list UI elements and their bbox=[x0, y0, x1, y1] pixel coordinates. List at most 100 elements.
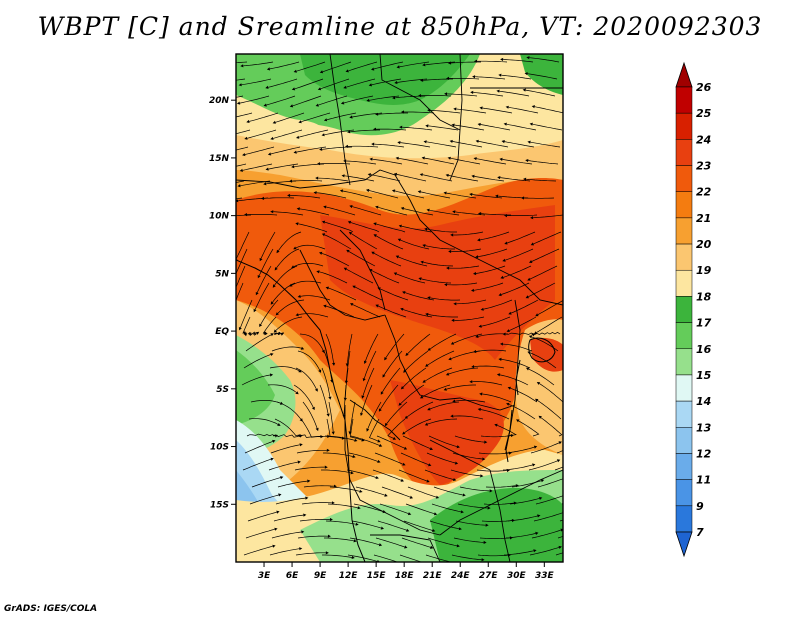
streamline-170 bbox=[254, 282, 270, 310]
streamline-arrow-41 bbox=[246, 119, 250, 123]
streamline-arrow-326 bbox=[280, 476, 284, 480]
streamline-arrow-228 bbox=[382, 374, 386, 378]
streamline-329 bbox=[355, 486, 386, 496]
streamline-205 bbox=[481, 316, 511, 327]
streamline-30 bbox=[318, 95, 348, 106]
streamline-arrow-35 bbox=[418, 94, 422, 98]
streamline-arrow-227 bbox=[362, 378, 366, 382]
streamline-arrow-204 bbox=[425, 312, 429, 316]
streamline-76 bbox=[504, 141, 535, 148]
streamline-326 bbox=[277, 480, 308, 488]
streamline-arrow-336 bbox=[540, 479, 545, 483]
latitude-axis: 20N 15N 10N 5N EQ 5S 10S 15S bbox=[209, 96, 236, 510]
streamline-303 bbox=[348, 452, 378, 462]
streamline-195 bbox=[242, 316, 251, 336]
streamline-336 bbox=[537, 478, 563, 488]
streamline-arrow-353 bbox=[303, 513, 307, 517]
streamline-arrow-196 bbox=[243, 333, 248, 337]
streamline-307 bbox=[452, 452, 483, 460]
streamline-arrow-127 bbox=[452, 210, 456, 214]
streamline-61 bbox=[454, 124, 485, 131]
streamline-334 bbox=[485, 485, 516, 488]
streamline-135 bbox=[350, 222, 380, 233]
streamline-arrow-81 bbox=[265, 167, 269, 171]
streamline-346 bbox=[457, 503, 488, 509]
streamline-arrow-257 bbox=[443, 387, 447, 391]
streamline-arrow-65 bbox=[529, 122, 533, 126]
streamline-arrow-300 bbox=[272, 439, 276, 443]
streamline-78 bbox=[236, 163, 247, 167]
streamline-201 bbox=[377, 305, 407, 318]
streamline-arrow-360 bbox=[485, 523, 489, 527]
streamline-arrow-43 bbox=[298, 120, 302, 124]
streamline-arrow-221 bbox=[531, 333, 535, 337]
streamline-arrow-194 bbox=[508, 311, 512, 315]
streamline-arrow-206 bbox=[478, 324, 482, 328]
streamline-arrow-148 bbox=[321, 233, 326, 237]
streamline-103 bbox=[526, 178, 557, 182]
streamline-arrow-70 bbox=[319, 147, 323, 151]
streamline-102 bbox=[500, 177, 531, 182]
streamline-325 bbox=[251, 477, 281, 488]
streamline-15 bbox=[268, 78, 298, 88]
streamline-arrow-151 bbox=[397, 238, 402, 242]
streamline-arrow-281 bbox=[402, 431, 406, 435]
streamline-299 bbox=[244, 441, 273, 454]
streamline-arrow-79 bbox=[214, 169, 217, 172]
streamline-arrow-36 bbox=[444, 92, 448, 96]
streamline-arrow-12 bbox=[500, 57, 504, 62]
streamline-363 bbox=[559, 519, 563, 522]
colorbar-swatch-0 bbox=[675, 86, 693, 114]
streamline-arrow-254 bbox=[378, 408, 382, 412]
streamline-arrow-116 bbox=[495, 194, 499, 198]
streamline-arrow-242 bbox=[400, 386, 405, 390]
streamline-290 bbox=[350, 435, 380, 446]
streamline-261 bbox=[276, 401, 302, 420]
streamline-371 bbox=[427, 537, 458, 547]
streamline-arrow-124 bbox=[375, 205, 379, 209]
streamline-arrow-272 bbox=[507, 386, 511, 390]
streamline-arrow-75 bbox=[449, 139, 453, 143]
streamline-149 bbox=[375, 235, 404, 250]
streamline-332 bbox=[433, 486, 463, 496]
streamline-arrow-145 bbox=[257, 275, 261, 279]
streamline-282 bbox=[453, 415, 484, 420]
streamline-arrow-344 bbox=[407, 512, 412, 516]
coastline bbox=[236, 259, 366, 562]
streamline-arrow-244 bbox=[445, 372, 450, 376]
streamline-arrow-373 bbox=[483, 540, 487, 544]
streamline-arrow-187 bbox=[325, 286, 329, 290]
streamline-235 bbox=[269, 366, 300, 372]
streamline-0 bbox=[236, 61, 248, 64]
streamline-arrow-108 bbox=[287, 193, 291, 198]
streamline-49 bbox=[482, 107, 513, 114]
streamline-364 bbox=[245, 528, 275, 539]
streamline-arrow-40 bbox=[220, 118, 223, 121]
streamline-arrow-306 bbox=[428, 463, 432, 467]
streamline-arrow-370 bbox=[404, 545, 408, 549]
streamline-60 bbox=[428, 125, 459, 131]
streamline-286 bbox=[246, 433, 276, 437]
streamline-187 bbox=[354, 286, 383, 301]
streamline-arrow-8 bbox=[396, 65, 400, 69]
streamline-arrow-161 bbox=[319, 251, 323, 255]
streamline-arrow-175 bbox=[343, 267, 348, 271]
streamline-138 bbox=[427, 228, 457, 233]
streamline-arrow-77 bbox=[501, 140, 505, 144]
streamline-arrow-191 bbox=[427, 296, 431, 300]
streamline-arrow-45 bbox=[349, 115, 353, 119]
streamline-arrow-120 bbox=[270, 210, 274, 214]
streamline-350 bbox=[561, 503, 563, 505]
colorbar-label-15: 11 bbox=[696, 474, 711, 487]
streamline-151 bbox=[425, 245, 455, 250]
streamline-163 bbox=[398, 256, 428, 267]
streamline-194 bbox=[537, 300, 563, 316]
streamline-162 bbox=[373, 252, 402, 267]
streamline-arrow-297 bbox=[494, 423, 498, 427]
streamline-arrow-60 bbox=[399, 125, 403, 129]
streamline-190 bbox=[430, 297, 461, 301]
streamline-arrow-235 bbox=[270, 353, 274, 356]
streamline-345 bbox=[431, 503, 461, 513]
streamline-94 bbox=[291, 180, 323, 182]
streamline-arrow-16 bbox=[265, 85, 269, 89]
